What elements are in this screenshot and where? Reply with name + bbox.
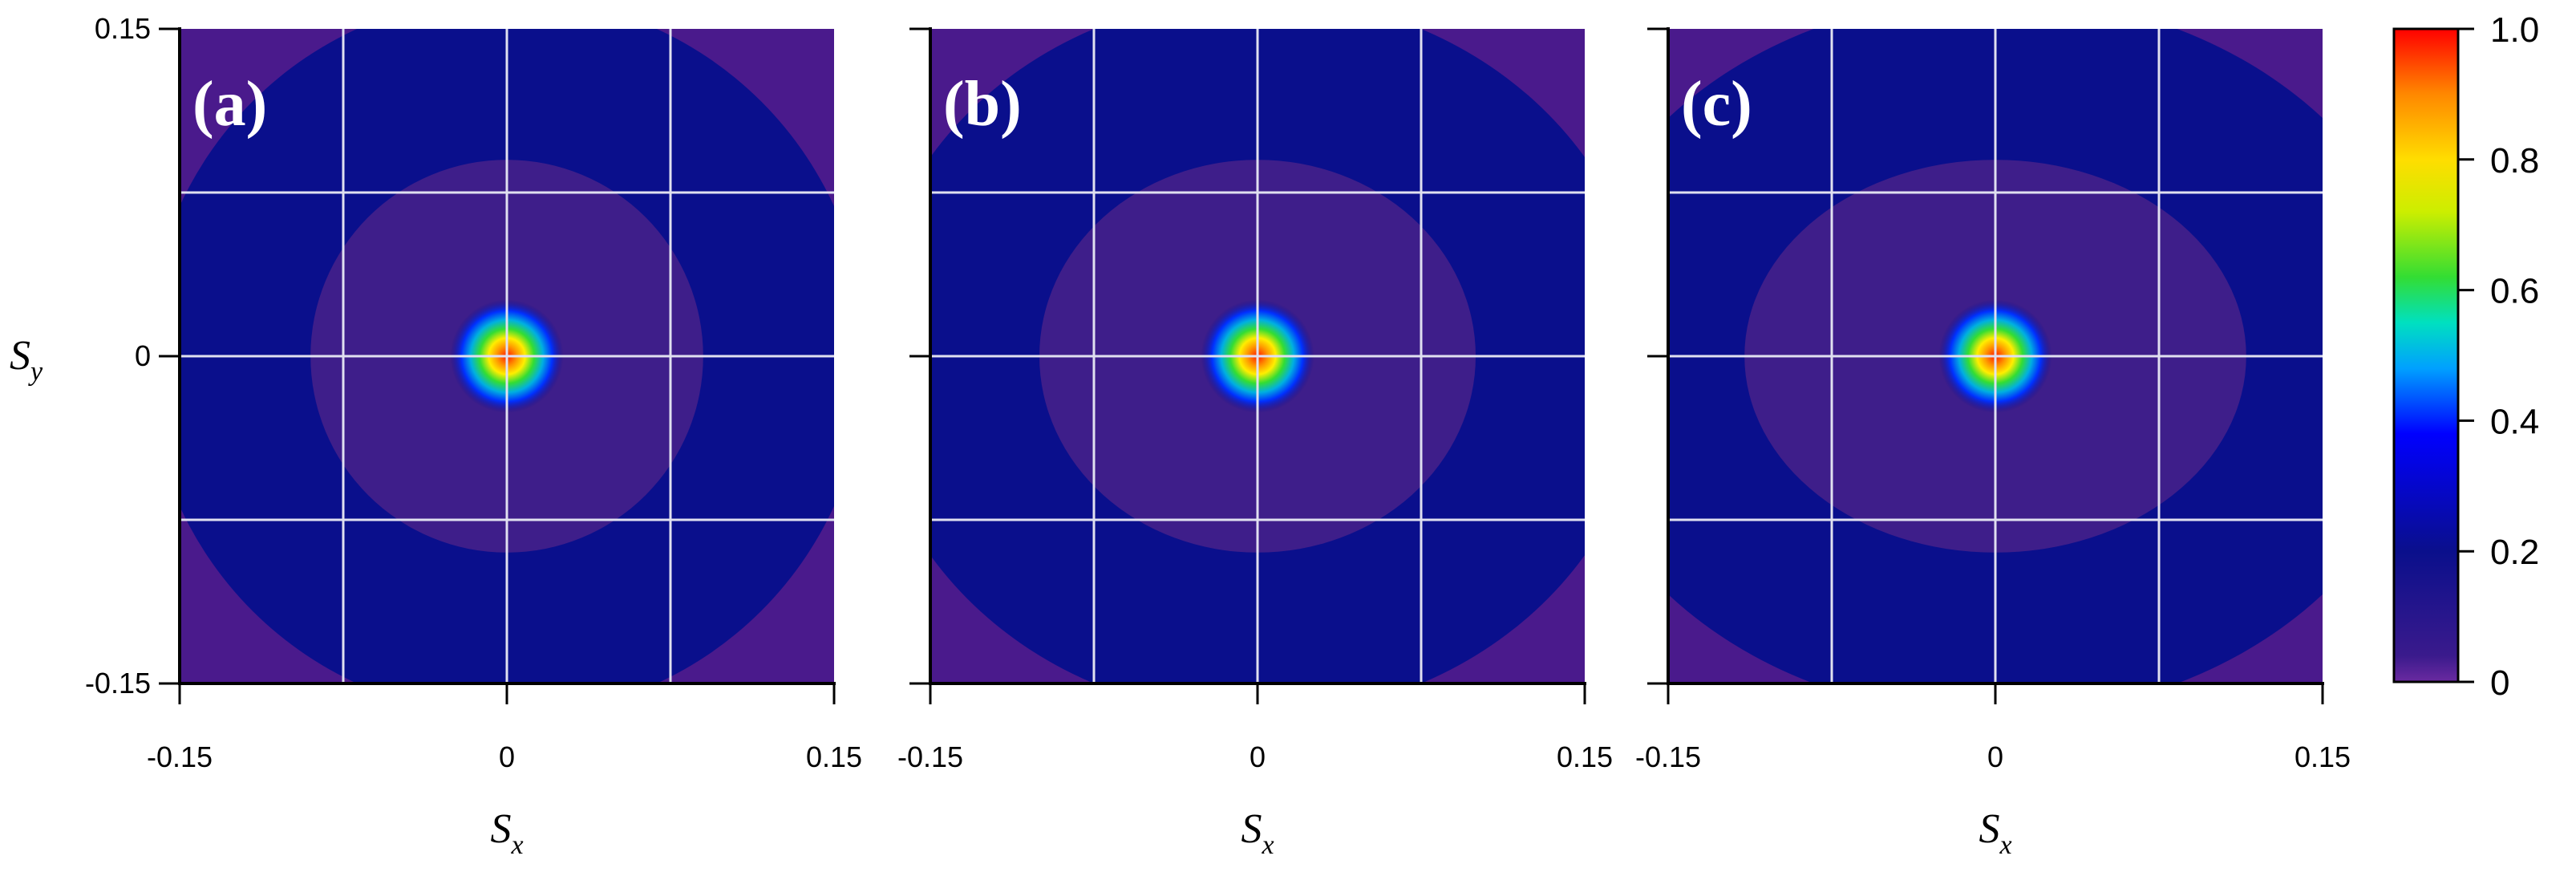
x-tick-label: 0 [499,740,515,773]
panel-3: -0.15 0 0.15 Sx (c) [1635,27,2351,860]
x-tick-label: 0.15 [1557,740,1613,773]
colorbar-tick-label: 0.6 [2490,272,2539,311]
plot-area [1668,29,2323,683]
heatmap-panels: -0.15 0 0.15 0.15 0 -0.15 Sx Sy (a) -0.15 0 0.15 Sx (… [10,12,2351,860]
y-tick-label: 0 [135,339,151,372]
colorbar-tick-label: 1.0 [2490,10,2539,50]
plot-area [930,29,1585,683]
grid-lines [930,29,1585,683]
panel-label: (a) [192,69,267,140]
plot-area [180,29,834,683]
x-axis-label: Sx [490,806,523,860]
panel-2: -0.15 0 0.15 Sx (b) [897,27,1613,860]
y-tick-label: 0.15 [95,12,151,45]
x-axis-label: Sx [1241,806,1274,860]
panel-label: (c) [1681,69,1752,140]
x-tick-label: -0.15 [147,740,213,773]
colorbar: 1.0 0.8 0.6 0.4 0.2 0 [2392,10,2539,703]
colorbar-tick-label: 0 [2490,663,2509,703]
grid-lines [180,29,834,683]
x-tick-label: -0.15 [897,740,963,773]
colorbar-tick-label: 0.8 [2490,141,2539,180]
colorbar-gradient [2392,27,2460,683]
colorbar-ticks: 1.0 0.8 0.6 0.4 0.2 0 [2458,10,2539,703]
y-axis-label: Sy [10,333,43,387]
x-tick-label: -0.15 [1635,740,1701,773]
panel-label: (b) [943,69,1022,140]
y-tick-label: -0.15 [85,667,151,700]
panel-1: -0.15 0 0.15 0.15 0 -0.15 Sx Sy (a) [10,12,862,860]
x-tick-label: 0 [1987,740,2003,773]
x-tick-label: 0.15 [806,740,862,773]
grid-lines [1668,29,2323,683]
colorbar-tick-label: 0.4 [2490,402,2539,441]
x-tick-label: 0 [1250,740,1266,773]
x-axis-label: Sx [1979,806,2011,860]
x-tick-label: 0.15 [2295,740,2351,773]
colorbar-tick-label: 0.2 [2490,533,2539,572]
